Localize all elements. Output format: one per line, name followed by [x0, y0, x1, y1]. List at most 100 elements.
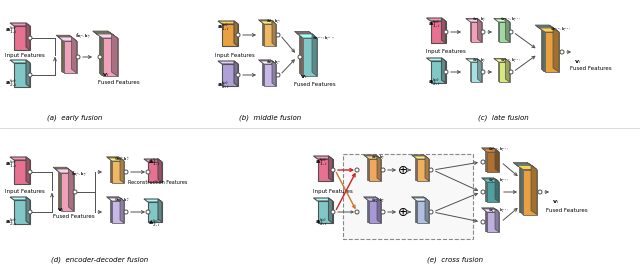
Polygon shape	[483, 209, 499, 212]
Text: Fused Features: Fused Features	[546, 208, 588, 212]
Polygon shape	[426, 58, 445, 61]
Polygon shape	[272, 61, 276, 86]
Text: $\mathbf{a}^{(p)}_{2,i}$: $\mathbf{a}^{(p)}_{2,i}$	[5, 217, 17, 227]
Polygon shape	[425, 198, 429, 223]
Polygon shape	[413, 156, 429, 159]
Polygon shape	[481, 178, 497, 181]
Polygon shape	[10, 23, 30, 26]
Polygon shape	[522, 169, 536, 214]
Polygon shape	[271, 60, 275, 85]
Text: $\mathbf{a}^{(p)}_{2,i}$: $\mathbf{a}^{(p)}_{2,i}$	[5, 78, 17, 88]
Polygon shape	[470, 22, 481, 42]
Circle shape	[276, 73, 280, 77]
Polygon shape	[260, 21, 276, 24]
Polygon shape	[95, 32, 115, 36]
Polygon shape	[314, 198, 333, 201]
Polygon shape	[415, 158, 428, 180]
Polygon shape	[417, 201, 429, 223]
Polygon shape	[367, 200, 380, 222]
Polygon shape	[111, 200, 122, 222]
Polygon shape	[95, 33, 116, 37]
Polygon shape	[70, 36, 76, 72]
Circle shape	[146, 210, 150, 214]
Polygon shape	[483, 149, 499, 152]
Circle shape	[381, 168, 385, 172]
Polygon shape	[487, 152, 499, 172]
Circle shape	[429, 210, 433, 214]
Polygon shape	[364, 155, 380, 158]
Circle shape	[331, 210, 335, 214]
Polygon shape	[495, 209, 499, 232]
Text: $\mathbf{a}^{(p)}_{2,i}$: $\mathbf{a}^{(p)}_{2,i}$	[428, 77, 440, 87]
Polygon shape	[259, 60, 275, 63]
Polygon shape	[109, 32, 115, 74]
Text: $f_{\mathbf{w}_i^{(t+1)}, \mathbf{b}_i^{(t+1)}}$: $f_{\mathbf{w}_i^{(t+1)}, \mathbf{b}_i^{…	[312, 35, 335, 43]
Polygon shape	[477, 19, 481, 42]
Polygon shape	[296, 32, 314, 36]
Polygon shape	[412, 197, 428, 200]
Polygon shape	[56, 169, 74, 173]
Polygon shape	[263, 23, 275, 45]
Polygon shape	[10, 60, 30, 63]
Circle shape	[355, 210, 359, 214]
Polygon shape	[108, 198, 124, 201]
Polygon shape	[111, 160, 123, 183]
Text: $\mathbf{a}^{(p)}_{1,i}$: $\mathbf{a}^{(p)}_{1,i}$	[428, 18, 440, 29]
Polygon shape	[317, 159, 333, 181]
Polygon shape	[426, 18, 445, 21]
Circle shape	[481, 160, 485, 164]
Text: Reconstruction Features: Reconstruction Features	[128, 180, 188, 184]
Polygon shape	[310, 33, 316, 75]
Polygon shape	[523, 169, 537, 215]
Polygon shape	[270, 20, 275, 45]
Polygon shape	[106, 157, 122, 160]
Circle shape	[429, 168, 433, 172]
Polygon shape	[68, 168, 73, 211]
Text: $\hat{\mathbf{a}}^{(p)}_{1,i}$: $\hat{\mathbf{a}}^{(p)}_{1,i}$	[148, 157, 161, 167]
Polygon shape	[467, 19, 481, 22]
Text: $\mathbf{v}_i$: $\mathbf{v}_i$	[57, 206, 64, 214]
Polygon shape	[365, 198, 381, 201]
Polygon shape	[542, 30, 556, 70]
Polygon shape	[222, 64, 238, 86]
Polygon shape	[61, 173, 74, 211]
Polygon shape	[10, 197, 30, 200]
Polygon shape	[67, 168, 72, 210]
Text: $f_{\mathbf{w}_2^{(t+1)}, \mathbf{b}_2^{(t+1)}}$: $f_{\mathbf{w}_2^{(t+1)}, \mathbf{b}_2^{…	[500, 57, 521, 65]
Polygon shape	[467, 59, 481, 62]
Text: (d)  encoder-decoder fusion: (d) encoder-decoder fusion	[51, 257, 148, 263]
Polygon shape	[328, 198, 333, 223]
Polygon shape	[466, 18, 481, 21]
Text: $f_{\mathbf{w}_3^{(t+1)}, \mathbf{b}_3^{(t+1)}}$: $f_{\mathbf{w}_3^{(t+1)}, \mathbf{b}_3^{…	[488, 207, 509, 215]
Circle shape	[28, 73, 32, 77]
Polygon shape	[102, 37, 116, 75]
Polygon shape	[539, 28, 559, 32]
Polygon shape	[519, 166, 533, 212]
Polygon shape	[260, 61, 276, 64]
Polygon shape	[272, 21, 276, 46]
Polygon shape	[494, 208, 498, 231]
Text: Fused Features: Fused Features	[294, 82, 335, 86]
Polygon shape	[498, 61, 509, 81]
Polygon shape	[485, 211, 497, 231]
Polygon shape	[14, 26, 30, 50]
Circle shape	[298, 55, 302, 59]
Polygon shape	[58, 36, 76, 41]
Polygon shape	[482, 208, 498, 211]
Polygon shape	[264, 24, 276, 46]
Circle shape	[538, 190, 542, 194]
Polygon shape	[493, 18, 509, 21]
Circle shape	[481, 70, 485, 74]
Polygon shape	[328, 156, 333, 181]
Text: $f_{\mathbf{w}_i^{(t)}, \mathbf{b}_i^{(t)}}$: $f_{\mathbf{w}_i^{(t)}, \mathbf{b}_i^{(t…	[71, 169, 88, 179]
Polygon shape	[297, 33, 316, 37]
Text: $f_{\mathbf{w}_1^{(t)}, \mathbf{b}_1^{(t)}}$: $f_{\mathbf{w}_1^{(t)}, \mathbf{b}_1^{(t…	[472, 16, 486, 24]
Polygon shape	[111, 200, 123, 222]
Polygon shape	[535, 25, 555, 29]
Polygon shape	[376, 197, 380, 222]
Polygon shape	[514, 163, 534, 167]
Polygon shape	[302, 37, 316, 75]
Polygon shape	[431, 61, 445, 83]
Polygon shape	[499, 62, 509, 82]
Polygon shape	[485, 181, 497, 201]
